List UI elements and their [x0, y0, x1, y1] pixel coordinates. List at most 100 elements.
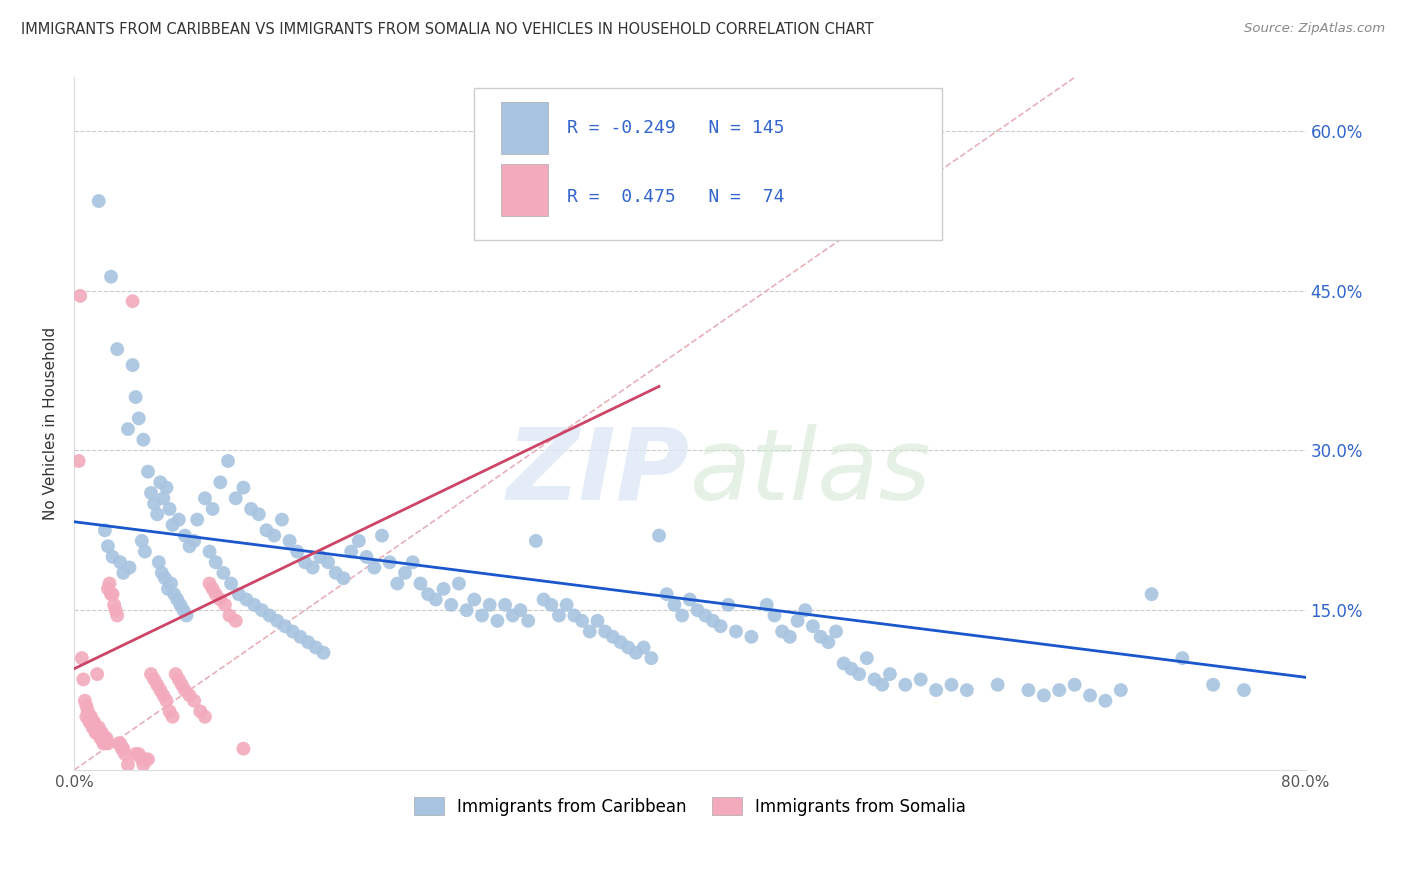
Point: [121, 358, 143, 372]
Point: [825, 624, 848, 639]
Point: [101, 587, 124, 601]
Point: [90, 725, 112, 739]
Point: [1063, 678, 1085, 692]
Point: [533, 592, 555, 607]
Point: [75, 710, 97, 724]
Point: [502, 608, 524, 623]
Point: [155, 481, 177, 495]
Point: [155, 694, 177, 708]
Point: [132, 757, 155, 772]
Point: [763, 608, 786, 623]
Point: [356, 549, 378, 564]
Point: [1109, 683, 1132, 698]
Point: [524, 533, 547, 548]
Point: [174, 528, 197, 542]
Point: [148, 555, 170, 569]
Point: [987, 678, 1010, 692]
Point: [294, 555, 316, 569]
Point: [111, 741, 134, 756]
Point: [243, 598, 266, 612]
Point: [153, 571, 176, 585]
Point: [179, 539, 201, 553]
Point: [609, 635, 631, 649]
Point: [69, 289, 91, 303]
Point: [586, 614, 609, 628]
Point: [710, 619, 733, 633]
Point: [235, 592, 257, 607]
Point: [281, 624, 304, 639]
Point: [149, 475, 172, 490]
Point: [166, 592, 188, 607]
Point: [188, 705, 211, 719]
Point: [702, 614, 724, 628]
Point: [274, 619, 297, 633]
Point: [176, 608, 198, 623]
Point: [163, 587, 186, 601]
Point: [143, 497, 166, 511]
Point: [198, 576, 221, 591]
Point: [110, 555, 132, 569]
Point: [655, 587, 678, 601]
Point: [593, 624, 616, 639]
Point: [146, 508, 169, 522]
Point: [162, 517, 184, 532]
Point: [387, 576, 409, 591]
Point: [925, 683, 948, 698]
Point: [75, 699, 97, 714]
Point: [209, 475, 232, 490]
Point: [204, 587, 226, 601]
Point: [494, 598, 516, 612]
Point: [201, 582, 224, 596]
Point: [124, 390, 146, 404]
Point: [97, 582, 120, 596]
Point: [755, 598, 778, 612]
Point: [90, 731, 112, 745]
Point: [394, 566, 416, 580]
Point: [83, 720, 105, 734]
Point: [146, 678, 169, 692]
Point: [297, 635, 319, 649]
Point: [103, 598, 125, 612]
Point: [134, 752, 156, 766]
Point: [86, 725, 108, 739]
Point: [214, 598, 236, 612]
Point: [305, 640, 328, 655]
Point: [83, 714, 105, 729]
Point: [232, 741, 254, 756]
Point: [409, 576, 432, 591]
Point: [870, 678, 893, 692]
Point: [159, 502, 181, 516]
Point: [671, 608, 693, 623]
Point: [162, 710, 184, 724]
Point: [89, 725, 111, 739]
Point: [87, 194, 110, 208]
Point: [664, 598, 686, 612]
Point: [201, 502, 224, 516]
Point: [266, 614, 288, 628]
Text: ZIP: ZIP: [506, 424, 690, 521]
Point: [94, 523, 117, 537]
Point: [152, 491, 174, 506]
Point: [87, 720, 110, 734]
Point: [371, 528, 394, 542]
Point: [174, 683, 197, 698]
Point: [160, 576, 183, 591]
Point: [139, 486, 162, 500]
Point: [779, 630, 801, 644]
Point: [1202, 678, 1225, 692]
Point: [316, 555, 339, 569]
Point: [548, 608, 571, 623]
Point: [94, 736, 117, 750]
Point: [325, 566, 347, 580]
Bar: [502, 164, 548, 216]
Point: [82, 720, 104, 734]
Point: [418, 587, 440, 601]
Point: [425, 592, 447, 607]
Point: [378, 555, 401, 569]
Point: [98, 576, 121, 591]
Point: [285, 544, 308, 558]
Point: [101, 549, 124, 564]
Point: [73, 694, 96, 708]
Point: [225, 614, 247, 628]
Point: [363, 560, 385, 574]
